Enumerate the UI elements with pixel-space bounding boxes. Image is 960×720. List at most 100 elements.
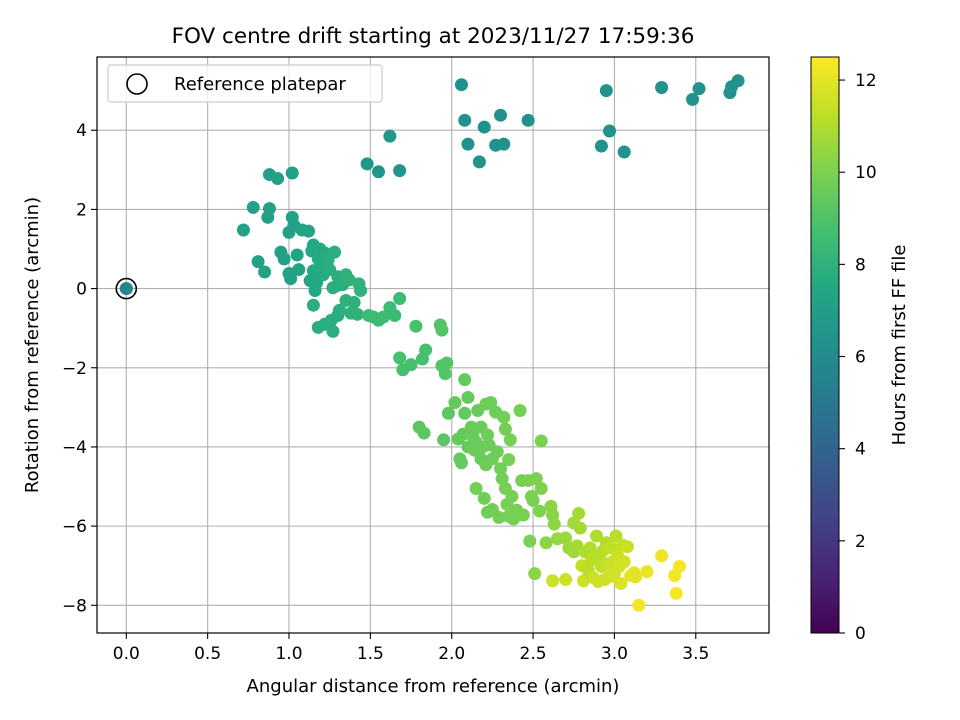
data-point — [513, 404, 527, 418]
x-tick-label: 3.5 — [682, 644, 709, 664]
data-point — [277, 252, 291, 266]
y-tick-label: −4 — [62, 438, 87, 458]
data-point — [440, 356, 454, 370]
data-point — [673, 559, 687, 573]
x-tick-label: 2.5 — [520, 644, 547, 664]
x-tick-label: 0.5 — [194, 644, 221, 664]
data-point — [302, 224, 316, 238]
data-point — [546, 574, 560, 588]
data-point — [350, 307, 364, 321]
data-point — [347, 295, 361, 309]
colorbar-tick-label: 4 — [855, 440, 866, 460]
y-tick-label: 2 — [76, 200, 87, 220]
data-point — [494, 108, 508, 122]
data-point — [609, 529, 623, 543]
data-point — [617, 555, 631, 569]
data-point — [516, 508, 530, 522]
data-point — [495, 472, 509, 486]
data-point — [435, 323, 449, 337]
x-tick-label: 1.0 — [275, 644, 302, 664]
data-point — [599, 84, 613, 98]
data-point — [306, 298, 320, 312]
reference-point — [119, 282, 133, 296]
x-tick-label: 1.5 — [357, 644, 384, 664]
grid-lines — [97, 57, 769, 633]
colorbar-ticks: 0 2 4 6 8 10 12 — [839, 71, 877, 644]
data-point — [393, 351, 407, 365]
data-point — [559, 573, 573, 587]
data-point — [258, 265, 272, 279]
x-tick-label: 2.0 — [438, 644, 465, 664]
data-point — [534, 434, 548, 448]
data-point — [292, 263, 306, 277]
data-point — [285, 166, 299, 180]
data-point — [251, 255, 265, 269]
data-point — [354, 284, 368, 298]
data-point — [490, 445, 504, 459]
legend-label-reference: Reference platepar — [174, 74, 346, 95]
data-point — [331, 309, 345, 323]
reference-marker — [115, 277, 138, 300]
y-axis-ticks: −8 −6 −4 −2 0 2 4 — [62, 121, 97, 616]
data-point — [617, 145, 631, 159]
data-point — [376, 310, 390, 324]
data-point — [590, 529, 604, 543]
data-point — [547, 517, 561, 531]
data-point — [669, 586, 683, 600]
data-point — [526, 493, 540, 507]
data-point — [497, 410, 511, 424]
data-point — [458, 373, 472, 387]
data-point — [477, 120, 491, 134]
data-point — [481, 428, 495, 442]
y-tick-label: −8 — [62, 596, 87, 616]
data-point — [503, 433, 517, 447]
y-tick-label: 0 — [76, 280, 87, 300]
data-point — [371, 165, 385, 179]
data-point — [454, 78, 468, 92]
y-tick-label: −6 — [62, 517, 87, 537]
data-point — [383, 129, 397, 143]
data-point — [620, 540, 634, 554]
data-point — [360, 157, 374, 171]
data-point — [632, 598, 646, 612]
colorbar-tick-label: 6 — [855, 348, 866, 368]
data-point — [393, 291, 407, 305]
data-point — [404, 358, 418, 372]
data-point — [477, 491, 491, 505]
data-point — [494, 462, 508, 476]
legend: Reference platepar — [107, 64, 383, 103]
colorbar-tick-label: 2 — [855, 532, 866, 552]
data-point — [497, 137, 511, 151]
data-point — [262, 202, 276, 216]
colorbar-label: Hours from first FF file — [889, 245, 910, 446]
colorbar-gradient — [810, 56, 840, 634]
x-tick-label: 0.0 — [113, 644, 140, 664]
y-axis-label: Rotation from reference (arcmin) — [22, 197, 43, 493]
data-point — [533, 504, 547, 518]
x-tick-label: 3.0 — [601, 644, 628, 664]
data-point — [342, 273, 356, 287]
data-point — [236, 223, 250, 237]
data-point — [614, 577, 628, 591]
data-point — [686, 92, 700, 106]
data-point — [534, 482, 548, 496]
colorbar-tick-label: 12 — [855, 71, 877, 91]
data-point — [417, 426, 431, 440]
data-point — [655, 549, 669, 563]
data-point — [692, 82, 706, 96]
data-point — [461, 390, 475, 404]
data-point — [290, 248, 304, 262]
data-point — [528, 567, 542, 581]
y-tick-label: −2 — [62, 359, 87, 379]
data-point — [523, 534, 537, 548]
colorbar: 0 2 4 6 8 10 12 Hours from first FF file — [810, 56, 910, 644]
data-point — [448, 396, 462, 410]
data-point — [246, 200, 260, 214]
data-point — [573, 521, 587, 535]
data-point — [328, 245, 342, 259]
data-point — [603, 124, 617, 138]
chart-title: FOV centre drift starting at 2023/11/27 … — [172, 24, 695, 49]
data-point — [502, 453, 516, 467]
data-point — [458, 406, 472, 420]
data-point — [284, 272, 298, 286]
